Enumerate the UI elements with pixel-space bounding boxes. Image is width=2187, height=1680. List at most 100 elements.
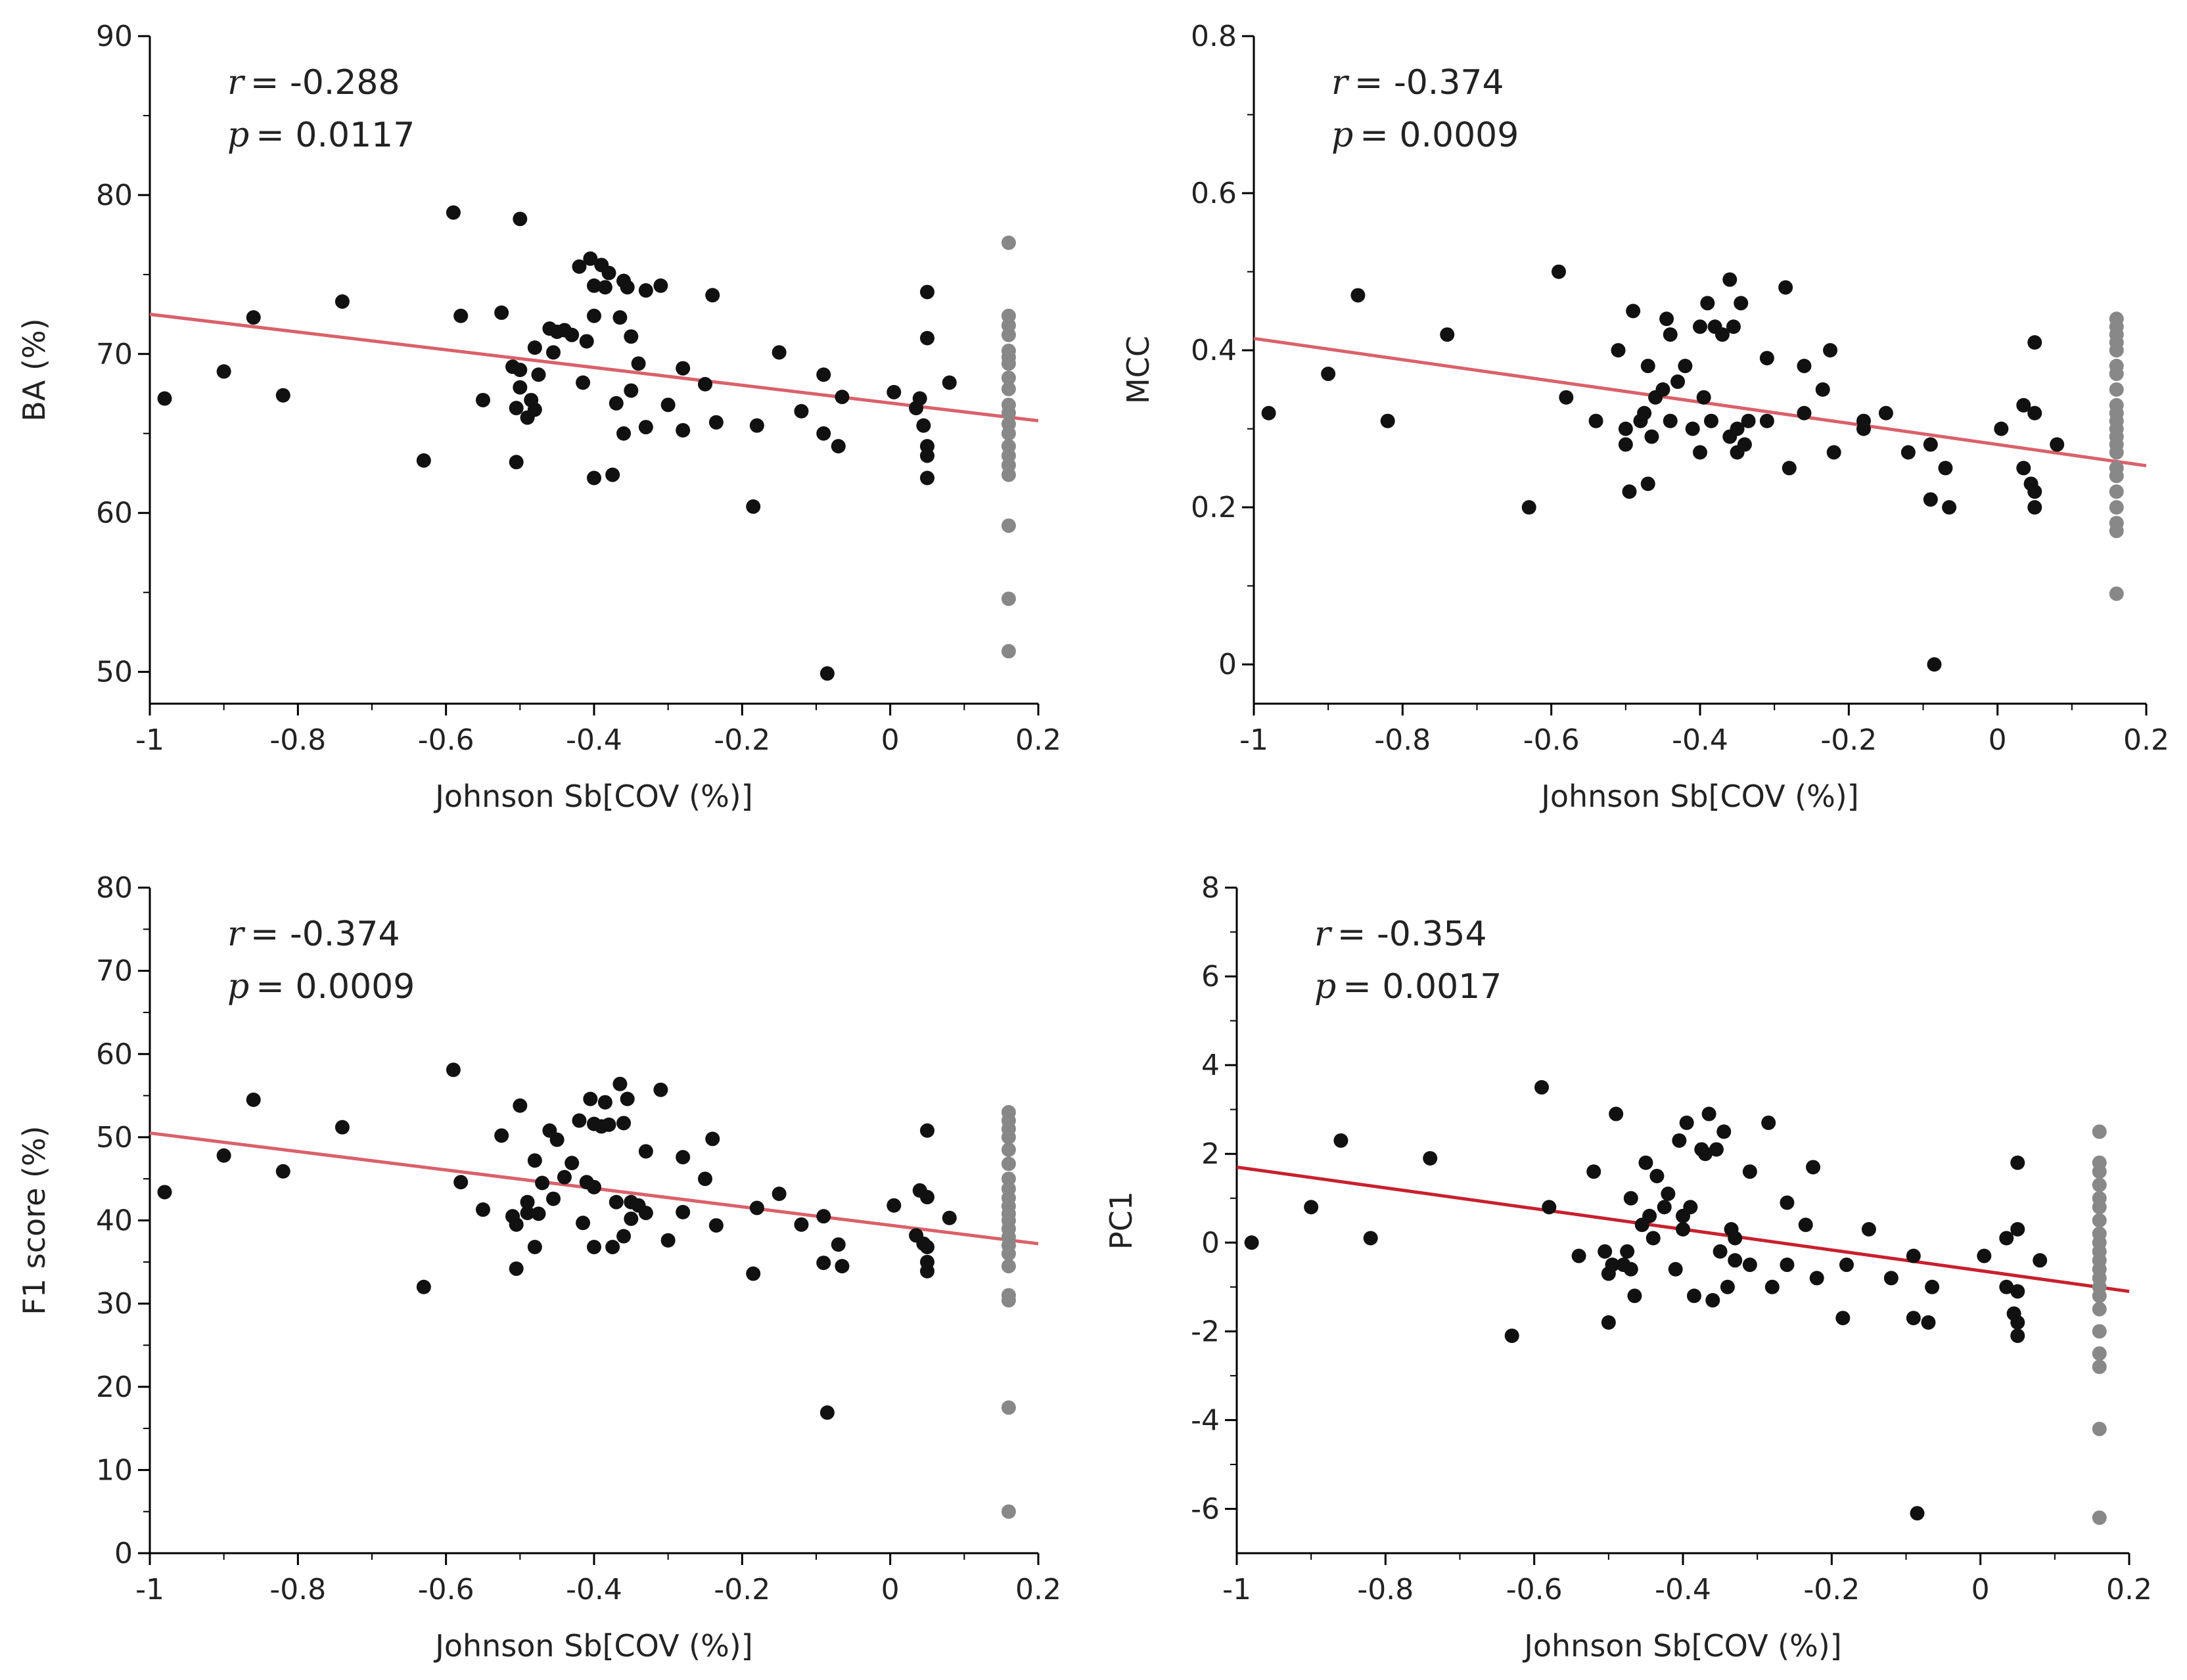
data-point xyxy=(1333,1133,1348,1148)
data-point xyxy=(835,390,850,405)
data-point xyxy=(1620,1244,1635,1259)
data-point xyxy=(1809,1271,1824,1286)
data-point xyxy=(531,367,546,382)
data-point xyxy=(1571,1248,1586,1263)
data-point xyxy=(1709,1142,1724,1157)
y-tick-label: 10 xyxy=(96,1453,133,1487)
reference-point xyxy=(2109,343,2124,358)
data-point xyxy=(1542,1200,1557,1215)
r-annotation: r = -0.354 xyxy=(1314,915,1487,954)
reference-point xyxy=(1001,327,1016,342)
data-point xyxy=(527,1153,542,1168)
data-point xyxy=(771,1186,787,1201)
x-axis-title: Johnson Sb[COV (%)] xyxy=(1539,779,1858,814)
data-point xyxy=(886,384,902,399)
x-tick-label: -0.2 xyxy=(714,1573,770,1606)
data-point xyxy=(1900,445,1916,460)
reference-point xyxy=(1001,382,1016,397)
data-point xyxy=(1716,1124,1732,1139)
data-point xyxy=(520,1194,535,1210)
data-point xyxy=(1350,288,1366,303)
data-point xyxy=(527,1240,542,1255)
reference-point xyxy=(2092,1510,2107,1525)
chart-panel-3: 0 10 20 30 40 50 60 70 80 -1 -0.8 -0.6 -0.4 -0.2 0 0.2 J… xyxy=(16,871,1061,1664)
data-point xyxy=(1655,382,1670,397)
data-point xyxy=(1780,1258,1795,1273)
data-point xyxy=(1697,1146,1713,1162)
data-point xyxy=(494,305,509,320)
data-point xyxy=(605,1240,620,1255)
data-point xyxy=(920,448,934,463)
data-point xyxy=(920,470,934,486)
y-tick-label: -6 xyxy=(1191,1492,1220,1526)
data-point xyxy=(920,1123,934,1138)
r-annotation: r = -0.288 xyxy=(227,63,400,102)
data-point xyxy=(1742,1164,1757,1179)
data-point xyxy=(509,455,524,470)
data-point xyxy=(597,1095,612,1110)
data-point xyxy=(1856,413,1871,428)
data-point xyxy=(1598,1244,1613,1259)
data-point xyxy=(1685,421,1700,436)
p-symbol: p xyxy=(1314,967,1336,1007)
data-point xyxy=(453,1175,469,1190)
data-point xyxy=(509,401,524,416)
reference-point xyxy=(2092,1177,2107,1192)
reference-point xyxy=(1001,235,1016,250)
reference-point xyxy=(2092,1346,2107,1361)
x-axis-title: Johnson Sb[COV (%)] xyxy=(433,1628,752,1664)
x-tick-label: 0.2 xyxy=(1015,1573,1061,1606)
p-symbol: p xyxy=(1331,116,1353,155)
data-point xyxy=(920,1190,934,1205)
reference-point xyxy=(2109,524,2124,539)
x-tick-label: -0.2 xyxy=(1820,723,1877,757)
data-point xyxy=(1839,1258,1854,1273)
x-axis-title: Johnson Sb[COV (%)] xyxy=(433,779,752,814)
reference-point xyxy=(1001,1156,1016,1171)
y-axis-title: MCC xyxy=(1120,336,1156,404)
data-point xyxy=(920,330,934,346)
data-point xyxy=(2027,500,2042,515)
data-point xyxy=(546,1191,561,1206)
data-point xyxy=(576,375,591,390)
y-tick-label: 0 xyxy=(1201,1226,1220,1260)
data-point xyxy=(2033,1253,2048,1268)
reference-point xyxy=(2092,1200,2107,1215)
p-value: = 0.0009 xyxy=(1360,116,1519,155)
data-point xyxy=(1720,1279,1735,1294)
data-point xyxy=(509,1261,524,1276)
data-point xyxy=(1942,500,1957,515)
data-point xyxy=(620,1091,635,1106)
data-point xyxy=(1640,359,1655,374)
data-point xyxy=(1686,1288,1701,1304)
data-point xyxy=(2050,437,2065,452)
data-point xyxy=(2027,405,2042,420)
data-point xyxy=(1705,1293,1720,1308)
data-point xyxy=(476,1202,490,1217)
data-point xyxy=(676,1204,691,1219)
reference-point xyxy=(2092,1324,2107,1339)
p-annotation: p = 0.0017 xyxy=(1314,967,1502,1007)
y-tick-label: 2 xyxy=(1201,1137,1220,1171)
data-point xyxy=(2016,461,2031,476)
x-tick-label: -0.6 xyxy=(418,723,474,757)
x-tick-label: -1 xyxy=(135,1573,164,1606)
data-point xyxy=(275,388,290,403)
reference-point xyxy=(1001,356,1016,371)
data-point xyxy=(334,294,350,309)
x-tick-label: 0.2 xyxy=(1015,723,1061,757)
reference-point xyxy=(1001,1504,1016,1519)
data-point xyxy=(1815,382,1830,397)
r-value: = -0.374 xyxy=(250,915,400,954)
data-point xyxy=(835,1259,850,1274)
data-point xyxy=(676,1150,691,1165)
data-point xyxy=(1661,1186,1676,1201)
data-point xyxy=(1668,1261,1683,1277)
data-point xyxy=(1321,366,1336,381)
data-point xyxy=(609,396,624,411)
data-point xyxy=(520,1206,535,1221)
reference-point xyxy=(1001,1259,1016,1274)
data-point xyxy=(1923,492,1938,507)
y-axis-title: PC1 xyxy=(1103,1191,1139,1250)
data-point xyxy=(579,334,594,349)
